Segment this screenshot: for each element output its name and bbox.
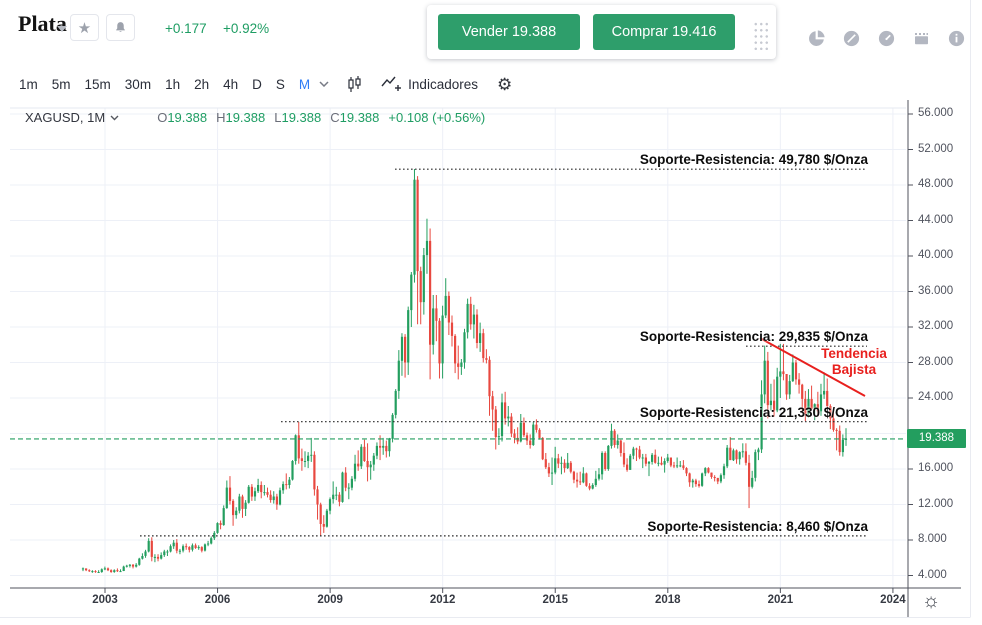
legend-open-value: 19.388 [167,110,208,125]
legend-symbol-label: XAGUSD, 1M [25,110,106,125]
chart-settings-icon[interactable]: ☼ [921,590,941,612]
candlestick-icon [348,75,361,92]
alert-button[interactable] [106,14,135,41]
header-icon-row [807,29,966,48]
legend-open-key: O [157,110,168,125]
favorite-button[interactable]: ★ [70,14,99,41]
price-tick-label: 8.000 [918,533,947,545]
gauge-icon[interactable] [877,29,896,48]
trend-label[interactable]: Tendencia Bajista [821,346,887,377]
price-tick-label: 16.000 [918,462,954,474]
chevron-down-icon [110,115,119,120]
price-change-percent: +0.92% [223,21,270,36]
page-title: Plata [18,11,67,36]
current-price-tag: 19.388 [907,429,966,449]
price-tick-label: 40.000 [918,249,954,261]
price-change: +0.177 [165,21,207,36]
interval-button-d[interactable]: D [252,76,262,92]
interval-button-30m[interactable]: 30m [124,76,152,92]
interval-button-5m[interactable]: 5m [51,76,71,92]
pie-chart-icon[interactable] [807,29,826,48]
calendar-icon[interactable] [912,29,931,48]
time-tick-label: 2006 [204,594,231,606]
time-tick-label: 2012 [429,594,456,606]
legend-symbol[interactable]: XAGUSD, 1M [25,110,119,125]
time-tick-label: 2015 [542,594,569,606]
price-tick-label: 28.000 [918,355,954,368]
sell-button[interactable]: Vender 19.388 [438,14,580,50]
time-tick-label: 2021 [767,594,794,606]
time-tick-label: 2024 [880,594,906,606]
legend-low-value: 19.388 [281,110,322,125]
price-tick-label: 44.000 [918,213,954,226]
support-resistance-label[interactable]: Soporte-Resistencia: 8,460 $/Onza [647,518,868,534]
legend-change: +0.108 (+0.56%) [388,110,486,125]
price-tick-label: 4.000 [918,568,947,581]
chart-toolbar: 1m 5m 15m 30m 1h 2h 4h D S M Indicadores ⚙ [12,68,512,100]
price-tick-label: 56.000 [918,107,954,119]
time-tick-label: 2003 [92,594,118,606]
price-axis[interactable] [906,100,972,589]
toolbar-settings-icon[interactable]: ⚙ [496,74,513,94]
support-resistance-label[interactable]: Soporte-Resistencia: 29,835 $/Onza [639,329,868,345]
trade-panel: Vender 19.388 Comprar 19.416 [427,5,776,59]
interval-button-15m[interactable]: 15m [84,76,111,92]
interval-dropdown-chevron[interactable] [319,81,329,87]
interval-button-2h[interactable]: 2h [194,76,210,92]
legend-close-value: 19.388 [339,110,380,125]
support-resistance-label[interactable]: Soporte-Resistencia: 49,780 $/Onza [639,152,868,168]
drag-handle[interactable] [752,20,768,50]
time-tick-label: 2018 [655,594,681,606]
interval-button-1m[interactable]: 1m [19,76,38,92]
indicators-icon [381,76,402,91]
info-icon[interactable] [947,29,966,48]
interval-button-1h[interactable]: 1h [165,76,181,92]
star-icon: ★ [77,19,92,37]
price-tick-label: 36.000 [918,284,954,297]
interval-button-s[interactable]: S [275,76,285,92]
support-resistance-label[interactable]: Soporte-Resistencia: 21,330 $/Onza [639,404,868,420]
price-tick-label: 32.000 [918,320,954,332]
chart-style-button[interactable] [337,71,372,98]
chart-legend: XAGUSD, 1M O 19.388 H 19.388 L 19.388 C 19.3… [25,110,485,125]
time-tick-label: 2009 [317,594,343,606]
legend-close-key: C [330,110,340,125]
price-tick-label: 24.000 [918,391,954,403]
legend-high-key: H [216,110,226,125]
indicators-button[interactable]: Indicadores [372,72,487,96]
buy-button[interactable]: Comprar 19.416 [593,14,735,50]
interval-button-m[interactable]: M [298,76,311,92]
price-tick-label: 12.000 [918,497,954,510]
bell-icon [116,22,125,33]
legend-low-key: L [274,110,282,125]
legend-high-value: 19.388 [225,110,266,125]
price-tick-label: 48.000 [918,178,954,190]
symbol-dropdown-caret[interactable] [57,26,67,32]
price-tick-label: 52.000 [918,142,954,155]
interval-button-4h[interactable]: 4h [223,76,239,92]
compass-icon[interactable] [842,29,861,48]
indicators-label: Indicadores [408,76,478,92]
